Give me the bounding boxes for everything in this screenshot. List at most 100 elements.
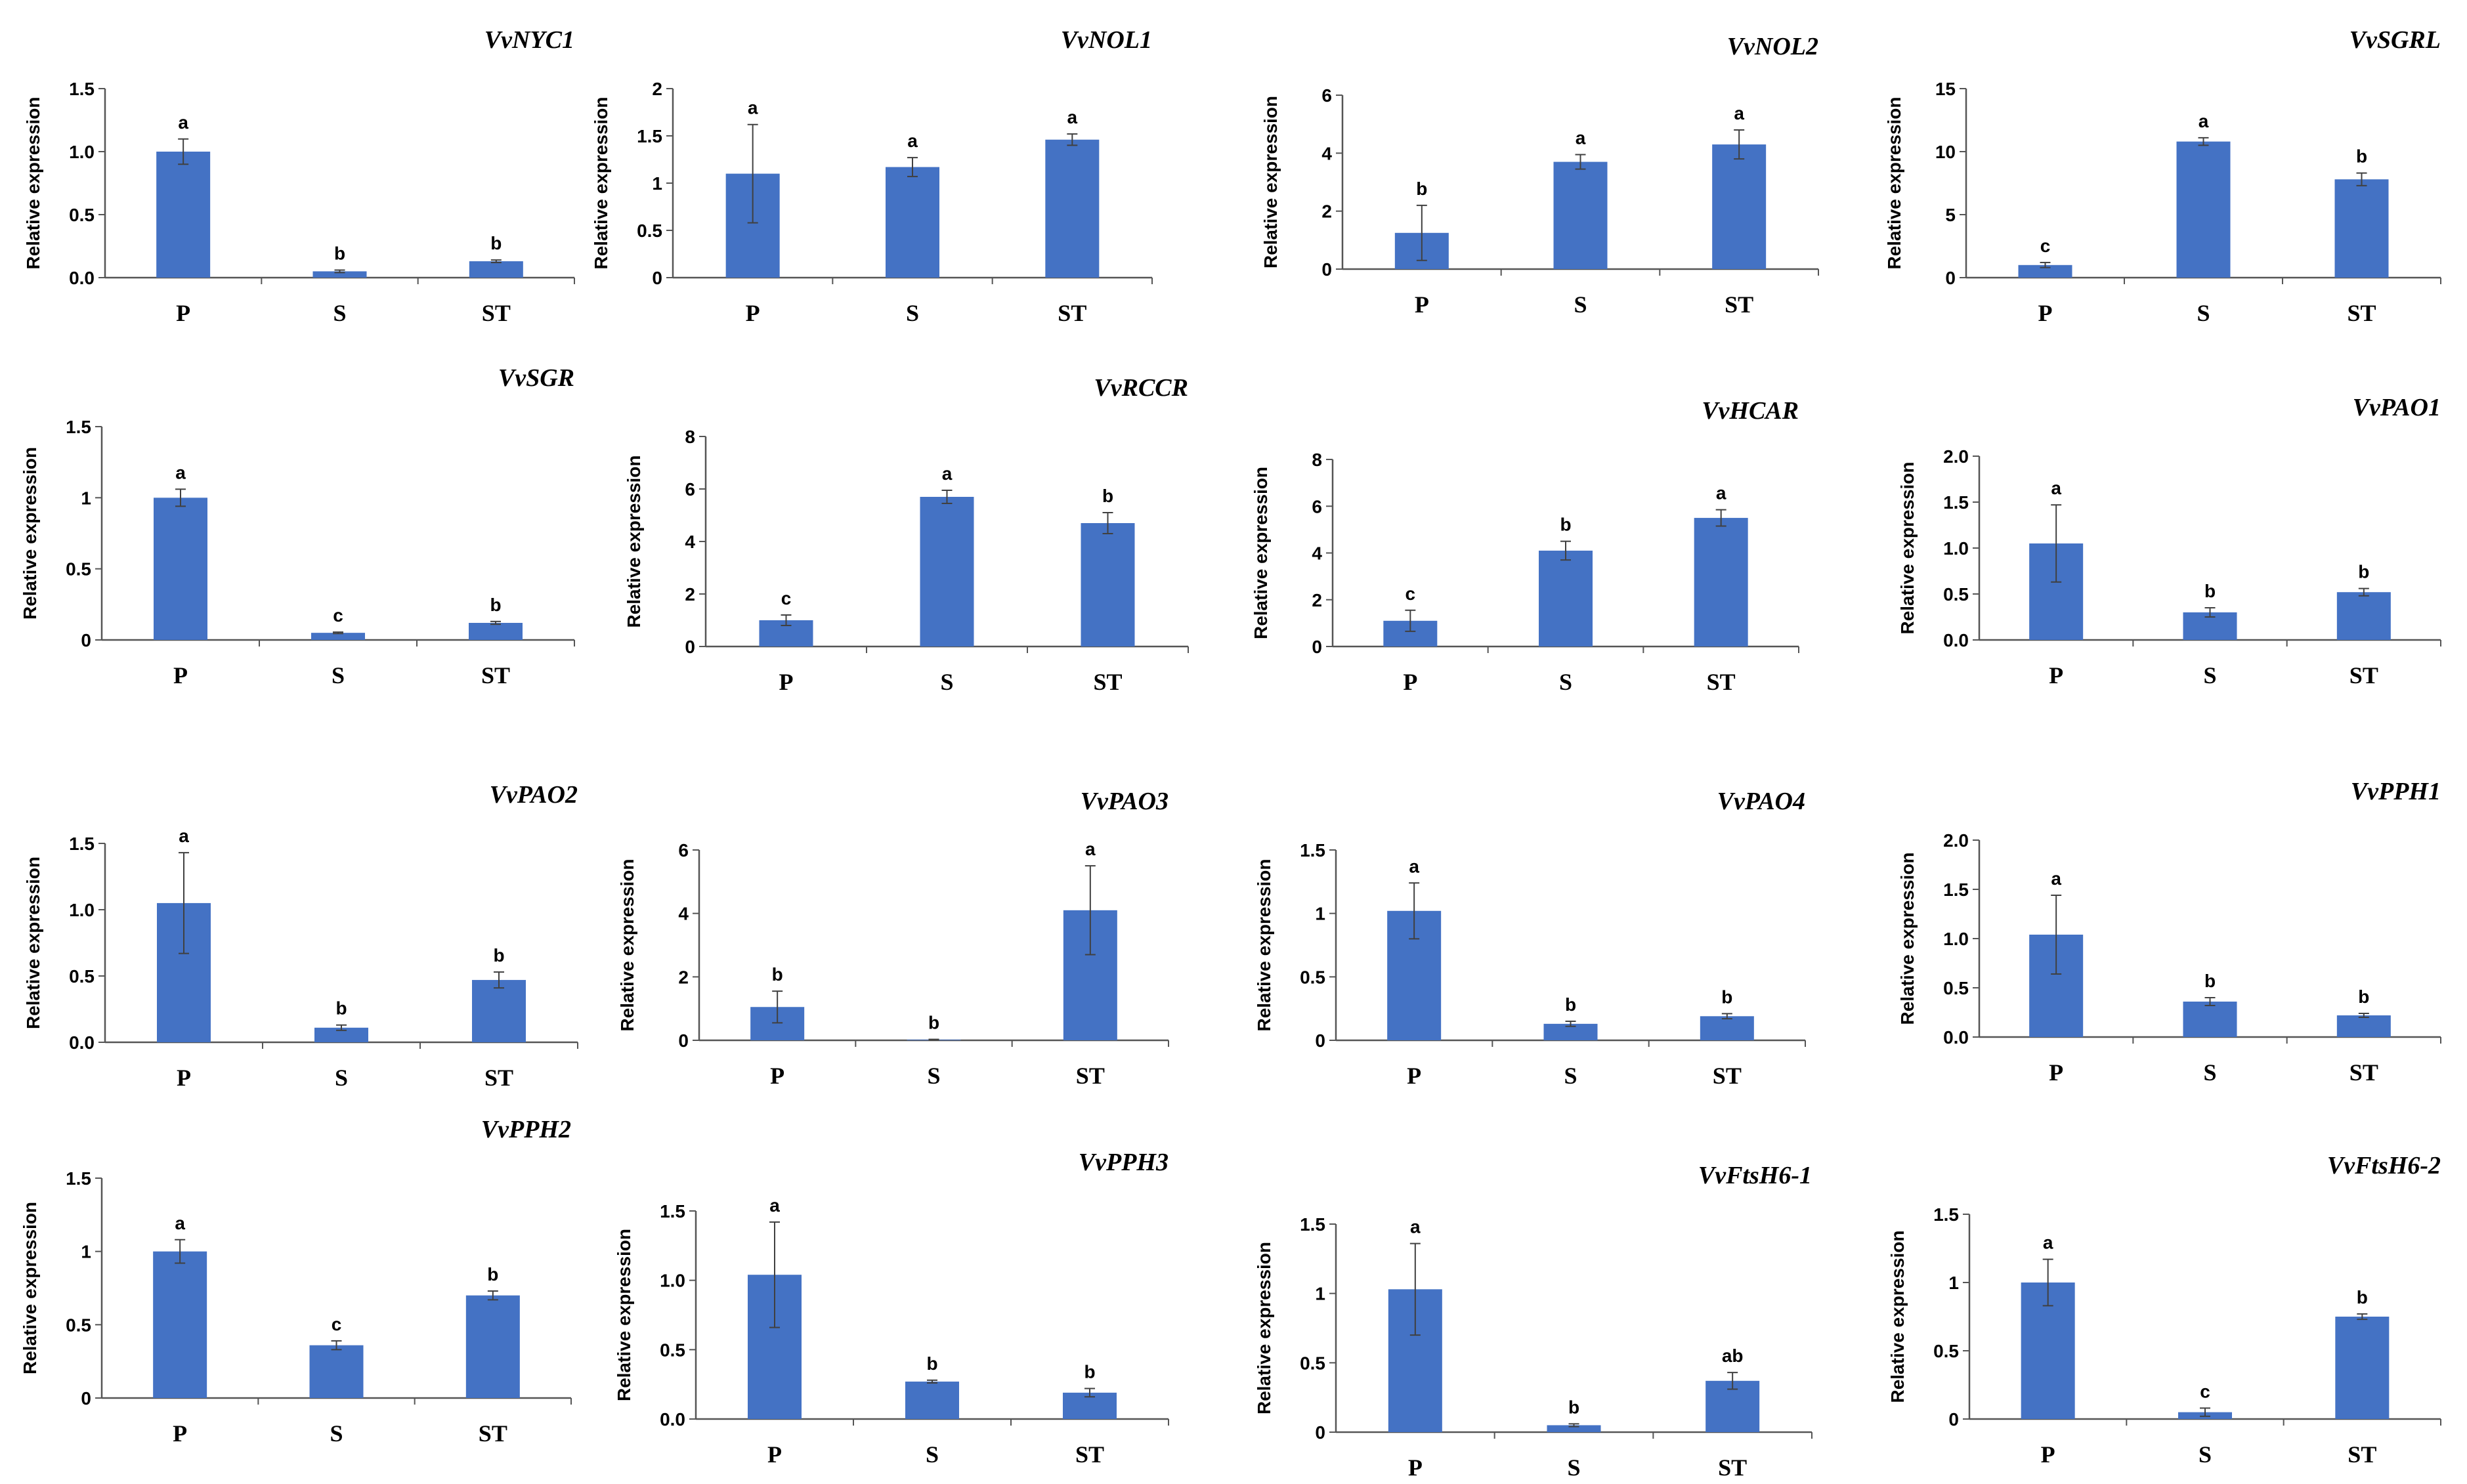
chart-panel: VvNYC1 Relative expression 0.0 0.5 1.0 1.5 a Pb… xyxy=(23,26,575,326)
y-tick-label: 0 xyxy=(1315,1422,1325,1443)
y-tick-label: 4 xyxy=(1321,143,1332,163)
x-category-label: ST xyxy=(2348,1441,2376,1468)
y-axis-label: Relative expression xyxy=(1251,467,1271,639)
y-axis-label: Relative expression xyxy=(617,859,637,1031)
y-tick-label: 1.5 xyxy=(637,126,662,146)
x-category-label: P xyxy=(173,662,188,689)
bar xyxy=(1539,550,1593,647)
y-tick-label: 0.0 xyxy=(1943,1027,1969,1048)
y-tick-label: 2 xyxy=(685,584,695,604)
bar xyxy=(2176,141,2231,278)
y-axis-label: Relative expression xyxy=(23,96,43,269)
panel-title: VvPAO3 xyxy=(1081,788,1169,815)
y-tick-label: 1.0 xyxy=(69,142,95,162)
significance-letter: b xyxy=(2358,562,2369,582)
bar xyxy=(1553,161,1608,269)
significance-letter: a xyxy=(1085,839,1096,859)
y-tick-label: 6 xyxy=(678,840,689,860)
significance-letter: a xyxy=(1576,128,1586,148)
x-category-label: S xyxy=(2203,662,2216,689)
x-category-label: P xyxy=(1415,291,1429,318)
y-tick-label: 1 xyxy=(1315,1284,1325,1304)
chart-panel: VvPAO4 Relative expression 0 0.5 1 1.5 a Pb Sb ST xyxy=(1254,788,1806,1089)
significance-letter: b xyxy=(1416,179,1427,199)
bar xyxy=(1700,1016,1754,1040)
x-category-label: P xyxy=(1407,1063,1421,1089)
y-tick-label: 2.0 xyxy=(1943,446,1969,467)
significance-letter: a xyxy=(178,112,188,133)
x-category-label: S xyxy=(1564,1063,1577,1089)
chart-panel: VvPAO1 Relative expression 0.0 0.5 1.0 1.5 2.0… xyxy=(1897,394,2441,689)
x-category-label: S xyxy=(926,1441,939,1468)
significance-letter: c xyxy=(2200,1381,2210,1401)
bar xyxy=(469,623,523,640)
panel-title: VvPPH2 xyxy=(481,1116,571,1143)
significance-letter: a xyxy=(769,1195,780,1216)
chart-panel: VvRCCR Relative expression 0 2 4 6 8 c Pa Sb ST xyxy=(624,374,1189,695)
bar xyxy=(472,980,526,1042)
significance-letter: a xyxy=(2051,868,2061,889)
significance-letter: a xyxy=(175,462,186,482)
significance-letter: b xyxy=(926,1353,937,1374)
significance-letter: c xyxy=(2040,236,2051,256)
bar xyxy=(920,497,974,647)
chart-panel: VvPPH1 Relative expression 0.0 0.5 1.0 1.5 2.0… xyxy=(1897,778,2441,1086)
x-category-label: ST xyxy=(2349,662,2378,689)
y-tick-label: 1.5 xyxy=(1943,880,1969,900)
x-category-label: ST xyxy=(482,300,511,326)
y-tick-label: 2.0 xyxy=(1943,830,1969,851)
bar xyxy=(2336,592,2391,640)
y-axis-label: Relative expression xyxy=(1254,859,1274,1031)
x-category-label: ST xyxy=(1093,669,1122,695)
bar xyxy=(1045,139,1100,278)
y-axis-label: Relative expression xyxy=(1897,461,1918,634)
x-category-label: P xyxy=(173,1420,187,1447)
chart-panel: VvSGR Relative expression 0 0.5 1 1.5 a Pc Sb ST xyxy=(20,364,575,689)
y-tick-label: 1.5 xyxy=(69,79,95,99)
y-axis-label: Relative expression xyxy=(1884,96,1904,269)
x-category-label: P xyxy=(2049,1059,2063,1086)
bar xyxy=(886,167,939,278)
significance-letter: a xyxy=(2043,1233,2053,1253)
x-category-label: ST xyxy=(1718,1454,1747,1481)
significance-letter: c xyxy=(781,588,792,608)
x-category-label: S xyxy=(333,300,346,326)
x-category-label: S xyxy=(906,300,919,326)
chart-panel: VvPAO2 Relative expression 0.0 0.5 1.0 1.5 a Pb… xyxy=(23,781,578,1091)
y-tick-label: 0.5 xyxy=(637,221,662,241)
y-tick-label: 1.0 xyxy=(1943,538,1969,559)
bar xyxy=(309,1345,364,1398)
x-category-label: P xyxy=(767,1441,782,1468)
y-tick-label: 0.5 xyxy=(1933,1341,1959,1361)
y-tick-label: 4 xyxy=(685,532,695,552)
y-tick-label: 1.5 xyxy=(66,417,91,437)
significance-letter: a xyxy=(179,826,189,846)
y-tick-label: 0 xyxy=(685,637,695,657)
significance-letter: c xyxy=(332,1314,342,1334)
x-category-label: ST xyxy=(1058,300,1086,326)
y-tick-label: 0 xyxy=(1315,1030,1325,1051)
y-axis-label: Relative expression xyxy=(20,1202,40,1374)
significance-letter: a xyxy=(748,98,758,118)
bar xyxy=(905,1381,959,1419)
y-axis-label: Relative expression xyxy=(1887,1230,1908,1403)
x-category-label: ST xyxy=(1707,669,1736,695)
y-tick-label: 1.0 xyxy=(1943,929,1969,949)
bar xyxy=(2335,1317,2390,1419)
y-tick-label: 6 xyxy=(685,479,695,499)
chart-panel: VvSGRL Relative expression 0 5 10 15 c Pa Sb ST xyxy=(1884,26,2441,326)
y-tick-label: 5 xyxy=(1945,205,1956,225)
bar xyxy=(312,271,367,278)
y-tick-label: 0.5 xyxy=(1943,978,1969,998)
y-tick-label: 0 xyxy=(81,1388,91,1409)
significance-letter: b xyxy=(334,243,345,263)
y-tick-label: 0 xyxy=(81,630,91,650)
panel-title: VvHCAR xyxy=(1702,397,1799,425)
significance-letter: b xyxy=(2358,986,2369,1007)
significance-letter: b xyxy=(487,1264,498,1284)
panel-title: VvNYC1 xyxy=(484,26,574,54)
y-tick-label: 1 xyxy=(1315,904,1325,924)
y-tick-label: 4 xyxy=(1312,543,1322,564)
panel-title: VvPPH3 xyxy=(1079,1149,1169,1176)
